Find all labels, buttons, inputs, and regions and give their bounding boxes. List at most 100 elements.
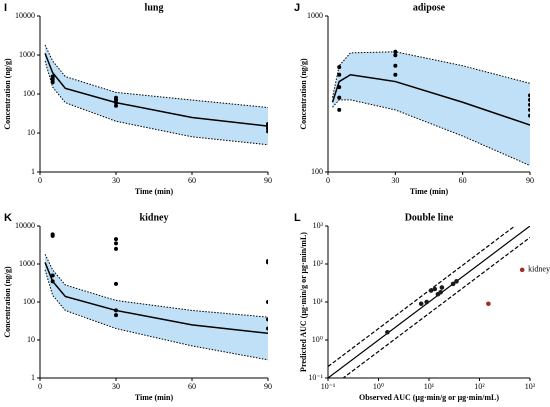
- x-tick-label: 30: [112, 382, 120, 391]
- observed-point: [337, 85, 342, 90]
- x-tick-label: 30: [391, 176, 399, 185]
- y-tick-label: 10⁰: [312, 335, 323, 344]
- observed-point: [114, 95, 118, 100]
- observed-point: [114, 237, 118, 242]
- point: [519, 267, 525, 273]
- y-tick-label: 100: [23, 297, 35, 306]
- x-tick-label: 10³: [525, 382, 536, 391]
- y-tick-label: 10²: [313, 259, 324, 268]
- band-edge: [44, 254, 268, 318]
- point: [424, 299, 429, 305]
- median-line: [44, 53, 268, 127]
- x-tick-label: 90: [264, 382, 272, 391]
- y-axis-label: Concentration (ng/g): [3, 266, 12, 338]
- x-tick-label: 10⁻¹: [321, 382, 336, 391]
- y-tick-label: 10¹: [313, 297, 324, 306]
- x-tick-label: 60: [188, 382, 196, 391]
- prediction-band: [332, 51, 530, 166]
- y-axis-label: Concentration (ng/g): [299, 58, 308, 130]
- observed-point: [50, 279, 55, 284]
- x-tick-label: 60: [459, 176, 467, 185]
- x-axis-label: Time (min): [135, 187, 174, 196]
- observed-point: [528, 97, 530, 102]
- point: [418, 301, 424, 307]
- panel: L Double line Observed AUC (μg·min/g or μg…: [294, 212, 550, 402]
- band-edge: [331, 51, 530, 98]
- axes: [39, 226, 268, 379]
- observed-point: [266, 260, 268, 265]
- point: [385, 329, 390, 335]
- observed-point: [114, 281, 118, 286]
- observed-point: [393, 53, 398, 58]
- prediction-band: [45, 254, 268, 360]
- x-tick-label: 90: [264, 176, 272, 185]
- axes: [39, 16, 268, 173]
- y-tick-label: 1: [31, 167, 35, 176]
- axes: [327, 16, 530, 173]
- chart-title: Double line: [405, 212, 454, 223]
- y-tick-label: 10000: [15, 11, 35, 20]
- observed-point: [50, 74, 55, 79]
- y-tick-label: 10: [27, 128, 35, 137]
- chart-title: adipose: [413, 2, 446, 13]
- observed-point: [50, 233, 55, 238]
- observed-point: [528, 102, 530, 107]
- y-tick-label: 1: [31, 373, 35, 382]
- observed-point: [114, 241, 118, 246]
- observed-point: [266, 317, 268, 322]
- reference-line: [328, 226, 530, 378]
- x-tick-label: 0: [326, 176, 330, 185]
- panel-letter: K: [4, 212, 12, 224]
- observed-point: [114, 103, 118, 108]
- plot: [331, 49, 530, 167]
- observed-point: [528, 107, 530, 112]
- y-tick-label: 10⁻¹: [308, 373, 323, 382]
- observed-point: [337, 72, 342, 77]
- observed-point: [337, 107, 342, 112]
- y-tick-label: 10: [27, 335, 35, 344]
- x-tick-label: 0: [38, 176, 42, 185]
- observed-point: [528, 113, 530, 118]
- observed-point: [393, 49, 398, 54]
- x-tick-label: 0: [38, 382, 42, 391]
- x-tick-label: 10²: [474, 382, 485, 391]
- observed-point: [266, 300, 268, 304]
- x-tick-label: 30: [112, 176, 120, 185]
- y-tick-label: 1000: [19, 259, 35, 268]
- x-tick-label: 10¹: [424, 382, 435, 391]
- band-edge: [44, 44, 268, 109]
- point: [439, 285, 445, 290]
- point: [486, 301, 491, 307]
- panel-letter: J: [294, 2, 300, 14]
- observed-point: [114, 313, 118, 318]
- median-line: [331, 73, 530, 126]
- chart-title: lung: [145, 2, 164, 13]
- y-tick-label: 1000: [19, 50, 35, 59]
- prediction-band: [45, 45, 268, 145]
- panel-letter: L: [294, 212, 301, 224]
- point: [454, 279, 459, 284]
- x-axis-label: Time (min): [410, 187, 449, 196]
- observed-point: [393, 63, 398, 68]
- observed-point: [393, 72, 398, 77]
- observed-point: [266, 122, 268, 127]
- y-tick-label: 1000: [307, 11, 323, 20]
- plot: [328, 226, 530, 378]
- point: [438, 289, 443, 295]
- observed-point: [50, 273, 55, 278]
- observed-point: [266, 326, 268, 331]
- x-tick-label: 10⁰: [373, 382, 384, 391]
- panel-letter: I: [4, 2, 7, 14]
- point-label: kidney: [528, 265, 550, 274]
- plot: [44, 44, 268, 146]
- observed-point: [337, 95, 342, 100]
- y-tick-label: 10³: [313, 221, 324, 230]
- x-axis-label: Time (min): [135, 393, 174, 402]
- x-tick-label: 90: [526, 176, 534, 185]
- y-tick-label: 10000: [15, 221, 35, 230]
- y-axis-label: Concentration (ng/g): [3, 58, 12, 130]
- y-tick-label: 100: [311, 167, 323, 176]
